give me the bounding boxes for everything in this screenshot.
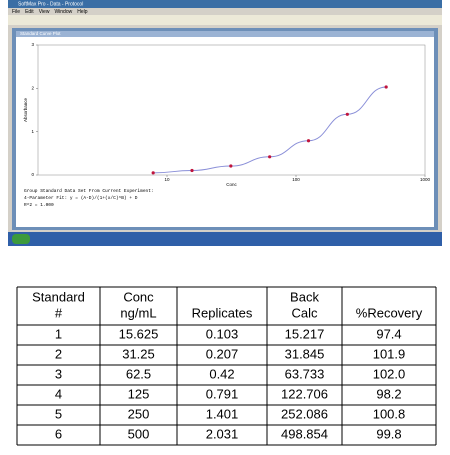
table-cell: 252.086 xyxy=(281,406,328,421)
data-point xyxy=(229,164,233,168)
data-point xyxy=(345,112,349,116)
data-point xyxy=(268,155,272,159)
table-cell: 122.706 xyxy=(281,386,328,401)
start-button[interactable] xyxy=(12,234,30,244)
table-cell: 3 xyxy=(55,366,62,381)
fit-note: 4-Parameter Fit: y = (A-D)/(1+(x/C)^B) +… xyxy=(24,195,138,201)
toolbar xyxy=(8,15,442,25)
table-cell: 250 xyxy=(128,406,150,421)
menu-item[interactable]: Window xyxy=(54,9,72,15)
header-cell: Replicates xyxy=(192,305,253,320)
table-cell: 15.625 xyxy=(119,326,159,341)
x-tick-label: 10 xyxy=(164,177,170,182)
y-axis-label: Absorbance xyxy=(23,98,28,123)
x-tick-label: 1000 xyxy=(420,177,431,182)
doc-title-bar xyxy=(16,31,434,37)
data-point xyxy=(384,85,388,89)
header-cell: %Recovery xyxy=(356,305,423,320)
table-cell: 15.217 xyxy=(285,326,325,341)
table-cell: 0.103 xyxy=(206,326,239,341)
menu-item[interactable]: File xyxy=(12,9,20,15)
table-cell: 100.8 xyxy=(373,406,406,421)
table-cell: 101.9 xyxy=(373,346,406,361)
fit-note: Group Standard Data Set From Current Exp… xyxy=(24,188,154,194)
table-cell: 99.8 xyxy=(376,426,401,441)
table-cell: 63.733 xyxy=(285,366,325,381)
table-cell: 125 xyxy=(128,386,150,401)
menu-item[interactable]: Edit xyxy=(25,9,34,15)
menu-item[interactable]: View xyxy=(39,9,50,15)
table-cell: 4 xyxy=(55,386,62,401)
table-cell: 0.42 xyxy=(209,366,234,381)
table-cell: 0.791 xyxy=(206,386,239,401)
header-cell: Conc xyxy=(123,289,154,304)
y-tick-label: 2 xyxy=(31,86,34,91)
table-cell: 62.5 xyxy=(126,366,151,381)
window-title: SoftMax Pro - Data - Protocol xyxy=(18,1,83,7)
x-axis-label: Conc xyxy=(226,182,237,187)
table-cell: 500 xyxy=(128,426,150,441)
fit-note: R^2 = 1.000 xyxy=(24,202,54,208)
header-cell: Standard xyxy=(32,289,85,304)
table-cell: 5 xyxy=(55,406,62,421)
y-tick-label: 1 xyxy=(31,129,34,134)
table-cell: 498.854 xyxy=(281,426,328,441)
table-cell: 31.25 xyxy=(122,346,155,361)
header-cell: Calc xyxy=(291,305,318,320)
table-cell: 97.4 xyxy=(376,326,401,341)
table-cell: 98.2 xyxy=(376,386,401,401)
y-tick-label: 0 xyxy=(31,172,34,177)
title-bar xyxy=(8,0,442,8)
table-cell: 0.207 xyxy=(206,346,239,361)
data-point xyxy=(151,171,155,175)
data-point xyxy=(306,139,311,143)
doc-title: Standard Curve Plot xyxy=(20,31,61,36)
header-cell: Back xyxy=(290,289,319,304)
x-tick-label: 100 xyxy=(292,177,300,182)
header-cell: # xyxy=(55,305,63,320)
plot-area xyxy=(37,44,426,176)
table-cell: 2 xyxy=(55,346,62,361)
y-tick-label: 3 xyxy=(31,42,34,47)
table-cell: 102.0 xyxy=(373,366,406,381)
taskbar xyxy=(8,232,442,246)
data-point xyxy=(190,168,194,173)
header-cell: ng/mL xyxy=(120,305,156,320)
table-cell: 6 xyxy=(55,426,62,441)
table-cell: 1 xyxy=(55,326,62,341)
menu-item[interactable]: Help xyxy=(77,9,88,15)
table-cell: 2.031 xyxy=(206,426,239,441)
table-cell: 31.845 xyxy=(285,346,325,361)
table-cell: 1.401 xyxy=(206,406,239,421)
